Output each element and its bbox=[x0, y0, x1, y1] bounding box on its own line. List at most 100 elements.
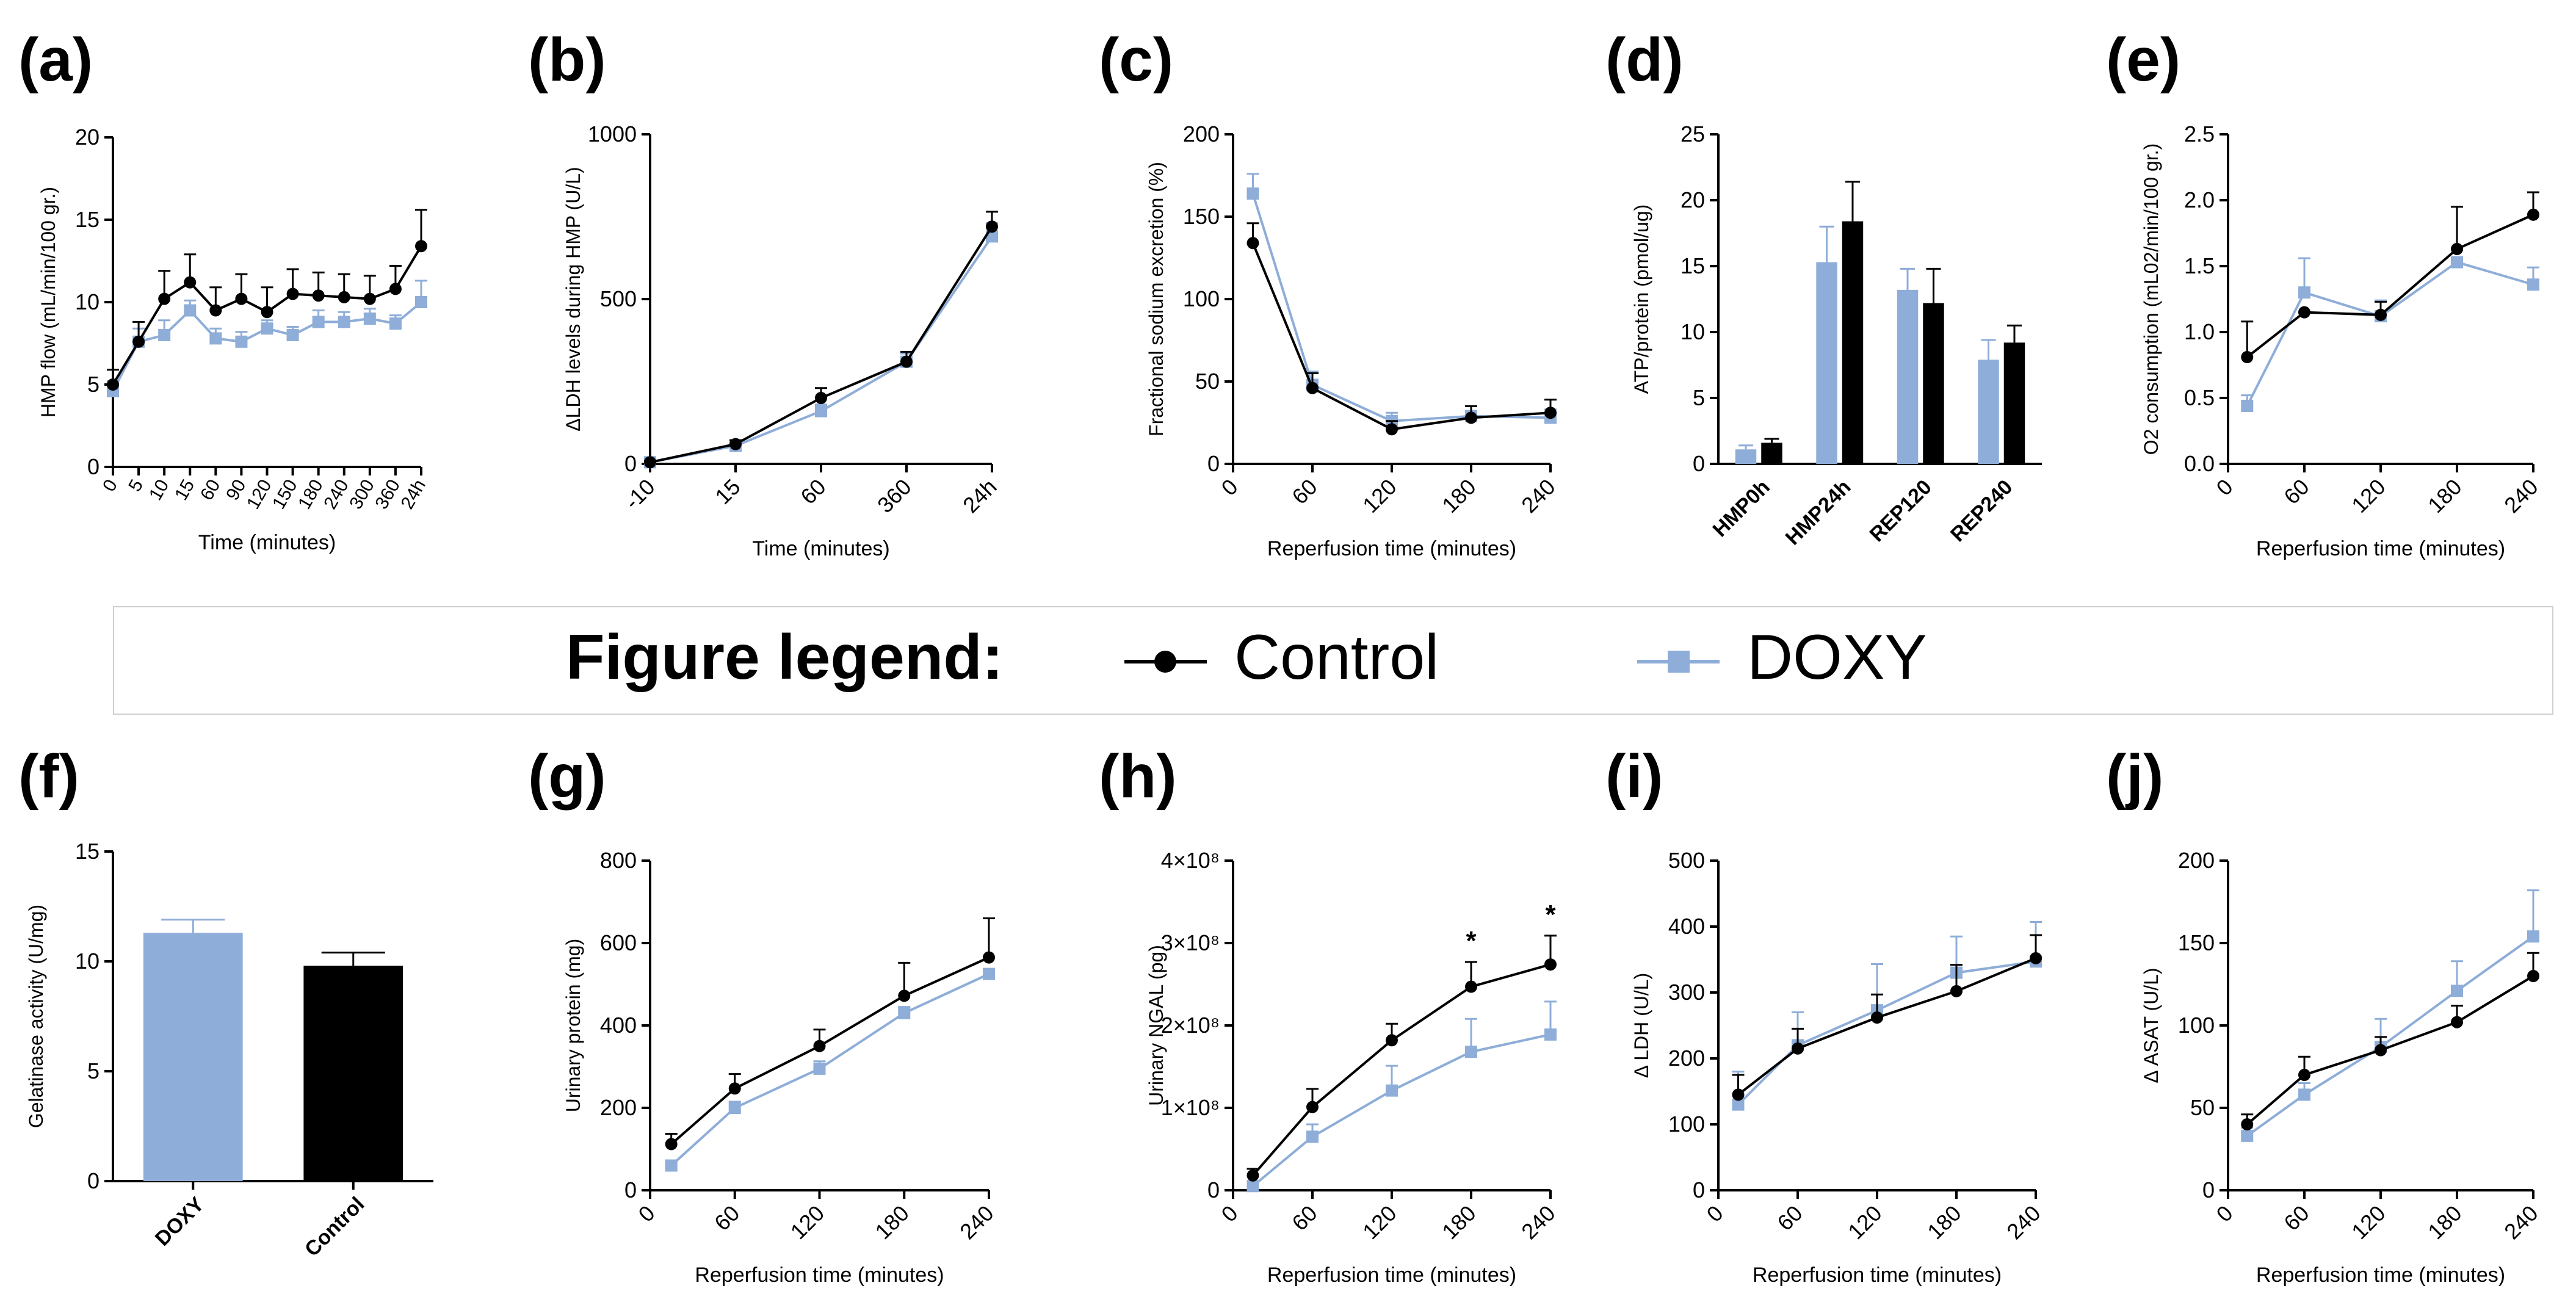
data-point bbox=[1732, 1098, 1745, 1111]
y-tick-label: 15 bbox=[1681, 253, 1705, 278]
y-axis-title: Urinary NGAL (pg) bbox=[1145, 945, 1167, 1106]
y-tick-label: 200 bbox=[2178, 848, 2215, 873]
y-axis-title: Gelatinase activity (U/mg) bbox=[25, 905, 47, 1128]
data-point bbox=[2030, 952, 2042, 964]
data-point bbox=[983, 951, 995, 964]
legend-doxy-marker bbox=[1668, 651, 1690, 673]
series-line-doxy bbox=[2246, 261, 2534, 407]
y-tick-label: 0 bbox=[87, 1168, 99, 1193]
bar-doxy bbox=[1897, 289, 1919, 464]
series-line-control bbox=[2246, 975, 2534, 1126]
data-point bbox=[2527, 970, 2539, 982]
bar-control bbox=[1761, 443, 1782, 464]
y-axis-title: ATP/protein (pmol/ug) bbox=[1630, 204, 1652, 394]
x-tick-label: 60 bbox=[197, 476, 224, 504]
data-point bbox=[815, 405, 827, 418]
data-point bbox=[2298, 1088, 2310, 1101]
data-point bbox=[1386, 423, 1398, 436]
y-tick-label: 2.5 bbox=[2184, 121, 2215, 146]
data-point bbox=[1246, 1180, 1259, 1193]
y-tick-label: 0 bbox=[1693, 1177, 1705, 1202]
series-line-control bbox=[2246, 213, 2534, 358]
data-point bbox=[1732, 1088, 1745, 1101]
series-doxy bbox=[665, 967, 995, 1172]
y-tick-label: 200 bbox=[600, 1095, 637, 1120]
data-point bbox=[665, 1138, 678, 1151]
x-axis-title: Reperfusion time (minutes) bbox=[695, 1264, 944, 1287]
data-point bbox=[2527, 278, 2539, 291]
data-point bbox=[415, 240, 427, 253]
chart-e: 0.0 0.5 1.0 1.5 2.0 2.5 O2 consumption (mL02/m… bbox=[2140, 121, 2543, 560]
panel-label-h: (h) bbox=[1099, 742, 1177, 811]
data-point bbox=[338, 316, 350, 328]
data-point bbox=[2451, 242, 2463, 255]
data-point bbox=[2527, 208, 2539, 221]
x-tick-label: Control bbox=[300, 1193, 369, 1261]
x-tick-label: 120 bbox=[1843, 1201, 1886, 1244]
data-point bbox=[235, 335, 248, 348]
x-tick-label: 150 bbox=[269, 476, 302, 513]
data-point bbox=[184, 304, 197, 317]
x-tick-label: 15 bbox=[171, 476, 198, 504]
bar-control bbox=[1842, 221, 1864, 464]
data-point bbox=[158, 292, 171, 305]
data-point bbox=[338, 291, 350, 303]
data-point bbox=[1246, 1169, 1259, 1182]
data-point bbox=[986, 220, 998, 233]
y-tick-label: 0 bbox=[624, 451, 637, 476]
data-point bbox=[1465, 411, 1477, 424]
y-tick-label: 1000 bbox=[588, 121, 637, 146]
series-doxy bbox=[1732, 920, 2042, 1111]
y-tick-label: 50 bbox=[2190, 1095, 2215, 1120]
x-tick-label: 60 bbox=[1772, 1201, 1807, 1235]
data-point bbox=[1386, 1084, 1398, 1097]
x-tick-label: 60 bbox=[709, 1201, 744, 1235]
series-control bbox=[644, 211, 998, 469]
bar-doxy bbox=[1816, 262, 1837, 464]
series-control bbox=[107, 209, 427, 391]
x-tick-label: 360 bbox=[371, 476, 404, 513]
x-tick-label: 180 bbox=[2423, 1201, 2466, 1244]
series-line-doxy bbox=[1737, 960, 2036, 1106]
legend-title: Figure legend: bbox=[566, 622, 1004, 693]
figure-legend: Figure legend: Control DOXY bbox=[113, 606, 2553, 715]
x-tick-label: 24h bbox=[397, 476, 430, 513]
y-tick-label: 50 bbox=[1195, 369, 1220, 394]
x-tick-label: 240 bbox=[1516, 474, 1560, 518]
x-tick-label: 0 bbox=[1217, 1201, 1243, 1227]
y-tick-label: 500 bbox=[1668, 848, 1705, 873]
x-tick-label: 24h bbox=[958, 474, 1001, 518]
data-point bbox=[983, 967, 995, 980]
y-tick-label: 0 bbox=[1207, 1177, 1220, 1202]
panel-label-j: (j) bbox=[2106, 742, 2164, 811]
panel-label-e: (e) bbox=[2106, 26, 2181, 94]
y-tick-label: 0 bbox=[1207, 451, 1220, 476]
x-axis-title: Reperfusion time (minutes) bbox=[1753, 1264, 2002, 1287]
chart-c: 0 50 100 150 200 Fractional sodium excretion … bbox=[1145, 121, 1560, 560]
y-tick-label: 20 bbox=[1681, 187, 1705, 212]
y-tick-label: 400 bbox=[600, 1013, 637, 1038]
x-tick-label: 120 bbox=[1358, 1201, 1401, 1244]
data-point bbox=[2375, 1044, 2387, 1057]
y-tick-label: 300 bbox=[1668, 980, 1705, 1005]
data-point bbox=[2241, 1129, 2254, 1142]
series-control bbox=[1246, 935, 1557, 1182]
x-tick-label: 5 bbox=[125, 476, 147, 495]
data-point bbox=[1871, 1011, 1883, 1024]
x-tick-label: 120 bbox=[1358, 474, 1401, 518]
x-tick-label: 240 bbox=[1516, 1201, 1560, 1244]
x-tick-label: 0 bbox=[99, 476, 121, 495]
data-point bbox=[261, 306, 273, 319]
series-doxy bbox=[1246, 1000, 1557, 1193]
data-point bbox=[2451, 985, 2463, 997]
panel-label-c: (c) bbox=[1099, 26, 1174, 94]
x-tick-label: 120 bbox=[2346, 474, 2390, 518]
data-point bbox=[389, 317, 402, 330]
x-tick-label: 180 bbox=[1437, 1201, 1480, 1244]
y-axis-title: Fractional sodium excretion (%) bbox=[1145, 162, 1167, 436]
y-tick-label: 1.5 bbox=[2184, 253, 2215, 278]
data-point bbox=[286, 287, 299, 300]
y-tick-label: 4×10⁸ bbox=[1161, 848, 1220, 873]
y-axis-title: Urinary protein (mg) bbox=[562, 939, 584, 1113]
